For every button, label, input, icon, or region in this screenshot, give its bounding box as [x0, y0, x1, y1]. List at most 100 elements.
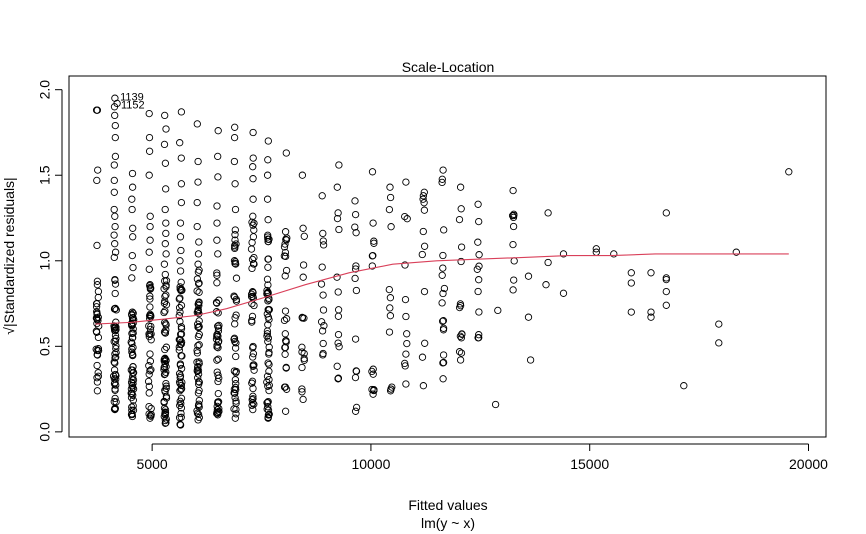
- data-point: [111, 275, 119, 284]
- data-point: [250, 400, 258, 408]
- data-point: [318, 263, 326, 271]
- data-point: [298, 171, 307, 179]
- data-point: [351, 335, 360, 343]
- smooth-line-layer: [95, 253, 789, 325]
- data-point: [352, 286, 361, 295]
- data-point: [194, 178, 202, 186]
- data-point: [282, 236, 291, 244]
- data-point: [232, 297, 241, 305]
- data-point: [559, 250, 568, 258]
- data-point: [213, 332, 221, 341]
- data-point: [146, 325, 155, 334]
- y-tick-label: 1.5: [37, 165, 53, 185]
- data-point: [542, 281, 550, 289]
- data-point: [129, 309, 137, 317]
- data-point: [232, 274, 241, 282]
- data-point: [263, 286, 271, 295]
- data-point: [129, 402, 137, 410]
- data-point: [194, 416, 202, 424]
- data-point: [161, 409, 170, 417]
- data-point: [370, 237, 378, 245]
- data-point: [662, 209, 670, 217]
- data-point: [175, 312, 183, 320]
- data-point: [319, 351, 327, 359]
- data-point: [177, 323, 186, 331]
- data-point: [176, 421, 185, 429]
- data-point: [161, 292, 169, 301]
- data-point: [456, 356, 465, 364]
- data-point: [732, 248, 740, 256]
- data-point: [264, 334, 273, 342]
- data-point: [213, 271, 221, 279]
- data-point: [195, 330, 203, 339]
- data-point: [249, 289, 257, 297]
- data-point: [439, 359, 447, 367]
- data-point: [110, 358, 118, 366]
- y-axis: 0.0 0.5 1.0 1.5 2.0: [37, 80, 63, 442]
- data-point: [160, 328, 169, 336]
- data-point: [318, 192, 326, 200]
- data-point: [162, 382, 170, 390]
- data-point: [161, 159, 170, 167]
- data-point: [368, 367, 376, 376]
- data-point: [524, 313, 533, 321]
- data-point: [334, 288, 342, 296]
- data-point: [439, 289, 447, 298]
- data-point: [213, 219, 221, 227]
- data-point: [419, 192, 428, 200]
- data-point: [231, 205, 240, 214]
- data-point: [176, 317, 184, 326]
- data-point: [281, 228, 290, 236]
- data-point: [145, 322, 153, 330]
- data-point: [146, 367, 154, 375]
- data-point: [231, 337, 239, 346]
- data-point: [264, 321, 272, 329]
- data-point: [319, 339, 327, 348]
- data-point: [230, 389, 238, 397]
- data-point: [146, 314, 154, 323]
- data-point: [145, 147, 154, 155]
- data-point: [333, 362, 341, 370]
- x-tick-label: 20000: [789, 456, 828, 472]
- data-point: [93, 378, 102, 386]
- data-point: [249, 292, 257, 301]
- data-point: [333, 183, 341, 191]
- data-point: [162, 419, 170, 427]
- data-point: [524, 272, 533, 280]
- data-point: [300, 349, 308, 358]
- data-point: [214, 411, 222, 419]
- data-point: [162, 356, 170, 364]
- data-point: [473, 265, 481, 273]
- data-point: [475, 308, 483, 316]
- data-point: [212, 298, 221, 307]
- data-point: [175, 295, 183, 303]
- data-point: [162, 250, 170, 258]
- data-point: [263, 332, 271, 340]
- data-point: [385, 285, 393, 294]
- data-point: [439, 375, 447, 383]
- data-point: [319, 241, 328, 249]
- data-point: [647, 313, 655, 321]
- data-point: [351, 265, 360, 273]
- data-point: [419, 382, 428, 390]
- data-point: [111, 248, 120, 256]
- data-point: [250, 301, 258, 310]
- data-point: [455, 303, 464, 312]
- data-point: [250, 361, 258, 369]
- data-point: [93, 310, 101, 319]
- data-point: [230, 367, 239, 375]
- data-point: [111, 280, 120, 288]
- data-point: [298, 385, 306, 393]
- data-point: [352, 403, 361, 412]
- data-point: [128, 334, 137, 342]
- data-point: [475, 217, 483, 226]
- data-point: [93, 361, 101, 370]
- data-point: [213, 406, 222, 414]
- data-point: [93, 106, 102, 114]
- data-point: [93, 387, 102, 395]
- data-point: [402, 380, 410, 388]
- data-point: [215, 296, 223, 304]
- data-point: [162, 125, 170, 133]
- plot-frame: [68, 75, 827, 438]
- data-point: [111, 240, 119, 248]
